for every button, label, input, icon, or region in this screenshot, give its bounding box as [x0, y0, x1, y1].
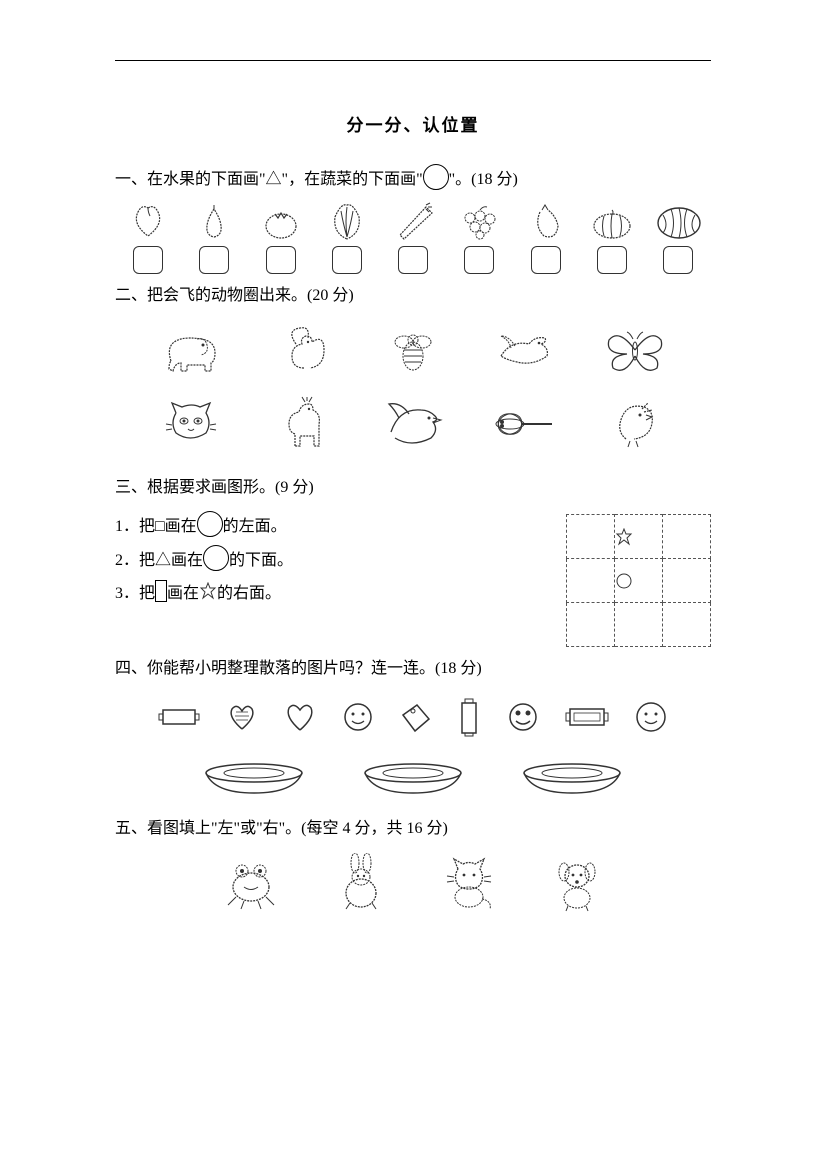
q3-l1-post: 的左面。	[223, 518, 287, 535]
q1-item	[258, 202, 304, 274]
q1-item	[589, 202, 635, 274]
q3-l2-post: 的下面。	[229, 552, 293, 569]
plate-icon	[517, 761, 627, 797]
grapes-icon	[456, 202, 502, 242]
pumpkin-icon	[589, 202, 635, 242]
q3-l1-pre: 1．把□画在	[115, 518, 197, 535]
q1-item	[191, 202, 237, 274]
q5-text: 五、看图填上"左"或"右"。(每空 4 分，共 16 分)	[115, 813, 711, 845]
battery-v-icon	[456, 697, 482, 737]
answer-box[interactable]	[464, 246, 494, 274]
dog-icon	[550, 854, 604, 912]
watermelon-icon	[655, 202, 701, 242]
bird-flying-icon	[492, 322, 556, 378]
answer-box[interactable]	[332, 246, 362, 274]
circle-icon	[423, 164, 449, 190]
grid-circle-cell	[615, 559, 663, 603]
bee-icon	[381, 322, 445, 378]
q3-line2: 2．把△画在 的下面。	[115, 544, 536, 578]
q4-shapes-row	[145, 697, 681, 737]
q4-plates-row	[175, 761, 651, 797]
pear-icon	[191, 202, 237, 242]
q1-item	[523, 202, 569, 274]
dragonfly-icon	[492, 396, 556, 452]
q1-item	[324, 202, 370, 274]
q1-post: "。(18 分)	[449, 171, 518, 188]
squirrel-icon	[270, 322, 334, 378]
elephant-icon	[159, 322, 223, 378]
eggplant-icon	[523, 202, 569, 242]
answer-box[interactable]	[597, 246, 627, 274]
star-icon	[199, 582, 217, 600]
page-title: 分一分、认位置	[115, 111, 711, 136]
battery-h-icon	[157, 704, 201, 730]
q2-row1	[135, 322, 691, 378]
q4-text: 四、你能帮小明整理散落的图片吗？连一连。(18 分)	[115, 653, 711, 685]
plate-icon	[358, 761, 468, 797]
q1-item	[456, 202, 502, 274]
cat-icon	[159, 396, 223, 452]
rect-icon	[155, 580, 167, 602]
smiley2-icon	[634, 700, 668, 734]
q3-grid[interactable]	[566, 514, 711, 647]
q3-wrap: 1．把□画在 的左面。 2．把△画在 的下面。 3．把画在 的右面。	[115, 510, 711, 647]
q2-row2	[135, 396, 691, 452]
dove-icon	[381, 396, 445, 452]
deer-icon	[270, 396, 334, 452]
q1-item	[125, 202, 171, 274]
cat2-icon	[442, 855, 496, 911]
q5-animals-row	[195, 853, 631, 913]
plate-icon	[199, 761, 309, 797]
q1-pre: 一、在水果的下面画"△"，在蔬菜的下面画"	[115, 171, 423, 188]
q1-text: 一、在水果的下面画"△"，在蔬菜的下面画" "。(18 分)	[115, 164, 711, 196]
q1-items-row	[125, 202, 701, 274]
smiley-icon	[342, 701, 374, 733]
heart-icon	[283, 701, 317, 733]
answer-box[interactable]	[663, 246, 693, 274]
answer-box[interactable]	[266, 246, 296, 274]
grid-star-cell	[615, 515, 663, 559]
answer-box[interactable]	[199, 246, 229, 274]
battery-h2-icon	[564, 704, 610, 730]
heart-fill-icon	[226, 702, 258, 732]
answer-box[interactable]	[531, 246, 561, 274]
tomato-icon	[258, 202, 304, 242]
q3-l3-post: 的右面。	[217, 585, 281, 602]
tag-icon	[399, 701, 431, 733]
q3-l3-pre: 3．把	[115, 585, 155, 602]
q3-text: 三、根据要求画图形。(9 分)	[115, 472, 711, 504]
butterfly-icon	[603, 322, 667, 378]
circle-icon	[203, 545, 229, 571]
frog-icon	[222, 855, 280, 911]
q1-item	[390, 202, 436, 274]
q3-line1: 1．把□画在 的左面。	[115, 510, 536, 544]
top-rule	[115, 60, 711, 61]
q2-text: 二、把会飞的动物圈出来。(20 分)	[115, 280, 711, 312]
peach-icon	[125, 202, 171, 242]
q1-item	[655, 202, 701, 274]
q3-l2-pre: 2．把△画在	[115, 552, 203, 569]
answer-box[interactable]	[133, 246, 163, 274]
smiley-solid-icon	[507, 701, 539, 733]
answer-box[interactable]	[398, 246, 428, 274]
rabbit-icon	[334, 853, 388, 913]
q3-l3-mid: 画在	[167, 585, 199, 602]
circle-icon	[197, 511, 223, 537]
carrot-icon	[390, 202, 436, 242]
cabbage-icon	[324, 202, 370, 242]
chick-icon	[603, 396, 667, 452]
q3-line3: 3．把画在 的右面。	[115, 577, 536, 611]
